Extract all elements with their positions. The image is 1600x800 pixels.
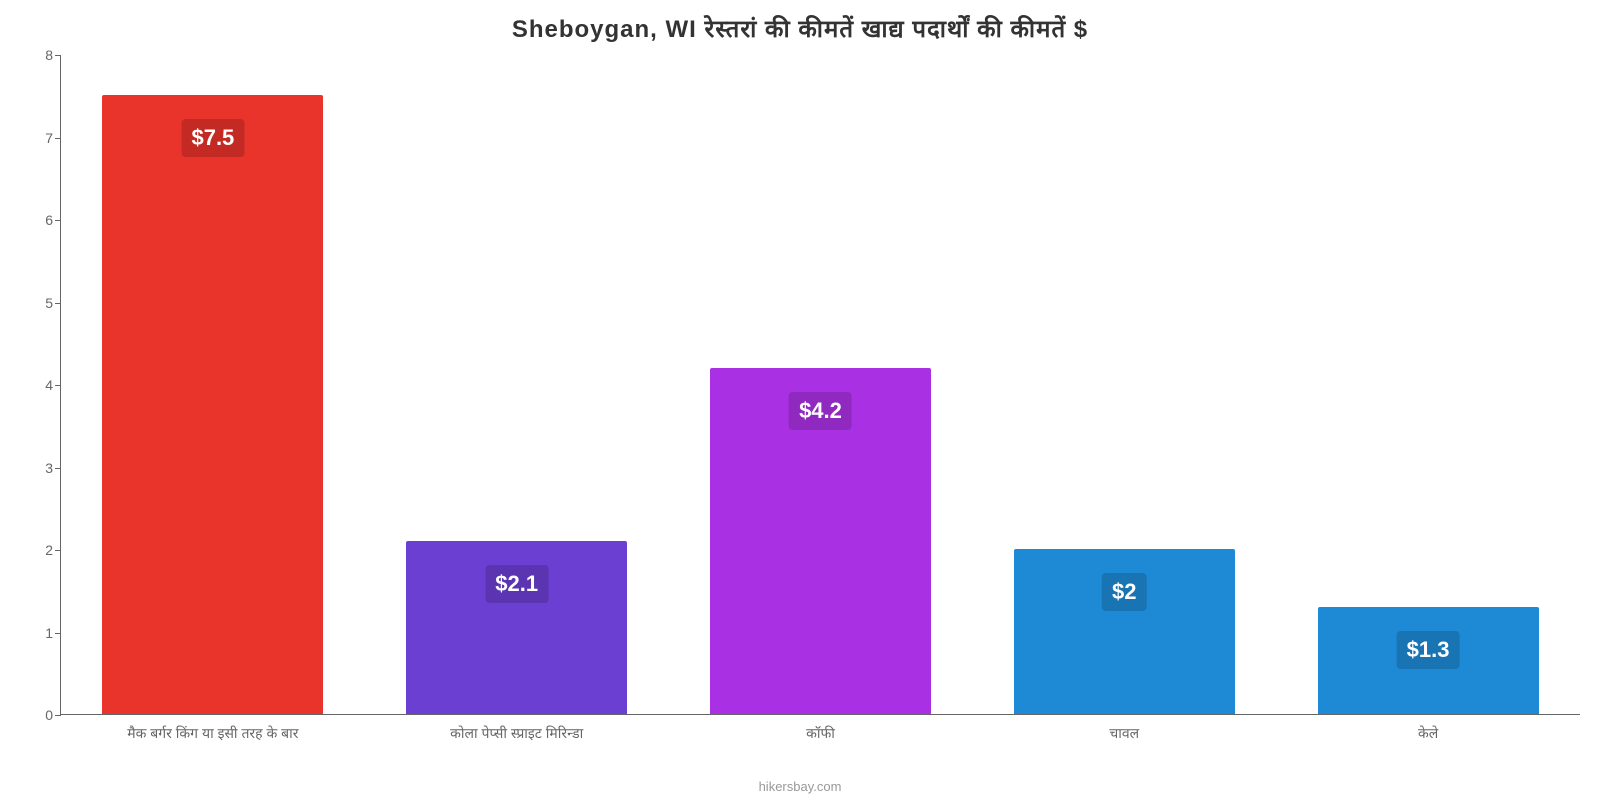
y-tick-mark bbox=[55, 633, 61, 634]
bar-slot: $1.3 bbox=[1298, 55, 1558, 714]
bar-value-label: $1.3 bbox=[1397, 631, 1460, 669]
plot-area: $7.5$2.1$4.2$2$1.3 मैक बर्गर किंग या इसी… bbox=[60, 55, 1580, 715]
chart-container: $7.5 $2.1 $4.2 $2 $1.3 मैक बर्गर किंग या इसी… bbox=[20, 55, 1580, 755]
y-tick-mark bbox=[55, 468, 61, 469]
y-tick-mark bbox=[55, 303, 61, 304]
bar-value-label: $2 bbox=[1102, 573, 1146, 611]
bar: $4.2 bbox=[710, 368, 931, 715]
y-tick-mark bbox=[55, 220, 61, 221]
y-tick-mark bbox=[55, 385, 61, 386]
bar-value-label: $2.1 bbox=[485, 565, 548, 603]
chart-footer: hikersbay.com bbox=[0, 779, 1600, 794]
bar-value-label: $7.5 bbox=[181, 119, 244, 157]
bar-value-label: $4.2 bbox=[789, 392, 852, 430]
bar: $2 bbox=[1014, 549, 1235, 714]
y-tick-mark bbox=[55, 715, 61, 716]
x-axis-label: चावल bbox=[994, 724, 1254, 743]
x-axis-label: कोला पेप्सी स्प्राइट मिरिन्डा bbox=[387, 724, 647, 743]
bar: $1.3 bbox=[1318, 607, 1539, 714]
x-axis-label: मैक बर्गर किंग या इसी तरह के बार bbox=[83, 724, 343, 743]
bar-slot: $2.1 bbox=[387, 55, 647, 714]
bar-slot: $7.5 bbox=[83, 55, 343, 714]
bar-slot: $4.2 bbox=[690, 55, 950, 714]
y-tick-mark bbox=[55, 55, 61, 56]
x-axis-label: कॉफी bbox=[690, 724, 950, 743]
x-axis-label: केले bbox=[1298, 724, 1558, 743]
x-axis-labels: मैक बर्गर किंग या इसी तरह के बार कोला पेप… bbox=[61, 714, 1580, 743]
bar: $7.5 bbox=[102, 95, 323, 714]
bars-group: $7.5 $2.1 $4.2 $2 $1.3 bbox=[61, 55, 1580, 714]
chart-title: Sheboygan, WI रेस्तरां की कीमतें खाद्य प… bbox=[512, 12, 1088, 45]
bar-slot: $2 bbox=[994, 55, 1254, 714]
y-tick-mark bbox=[55, 138, 61, 139]
bar: $2.1 bbox=[406, 541, 627, 714]
y-tick-mark bbox=[55, 550, 61, 551]
